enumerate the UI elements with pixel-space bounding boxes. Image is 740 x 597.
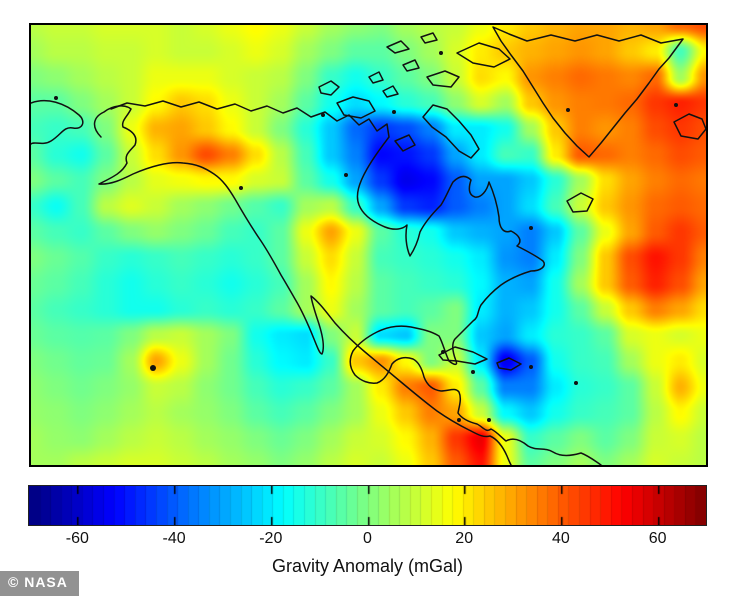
colorbar-tick-label: 0 bbox=[363, 530, 372, 547]
colorbar-tick-label: -60 bbox=[65, 530, 89, 547]
coastline-path bbox=[336, 96, 376, 119]
island-dot bbox=[674, 103, 678, 107]
nasa-credit-text: © NASA bbox=[8, 574, 68, 590]
coastline-path bbox=[368, 71, 384, 84]
colorbar-tick-label: 40 bbox=[552, 530, 570, 547]
coastline-path bbox=[382, 85, 399, 98]
coastline-overlay bbox=[31, 26, 706, 465]
island-dot bbox=[441, 350, 445, 354]
island-dot bbox=[239, 186, 243, 190]
nasa-watermark: © NASA bbox=[0, 571, 79, 596]
coastline-path bbox=[402, 59, 420, 72]
colorbar-axis-label: Gravity Anomaly (mGal) bbox=[271, 556, 464, 576]
island-dot bbox=[457, 418, 461, 422]
coastline-path bbox=[422, 104, 480, 159]
island-dot bbox=[574, 381, 578, 385]
coastline-path bbox=[386, 40, 410, 54]
coastline-path bbox=[426, 70, 460, 88]
island-dot bbox=[439, 51, 443, 55]
island-dot bbox=[487, 418, 491, 422]
coastline-path bbox=[93, 105, 512, 465]
coastline-path bbox=[110, 100, 602, 465]
island-dot bbox=[529, 226, 533, 230]
coastline-path bbox=[438, 346, 488, 365]
coastline-path bbox=[566, 192, 594, 213]
island-dot bbox=[344, 173, 348, 177]
island-dot bbox=[471, 370, 475, 374]
coastline-path bbox=[496, 357, 522, 371]
coastline-path bbox=[394, 134, 416, 152]
coastline-path bbox=[673, 113, 706, 140]
colorbar-tick-label: 60 bbox=[648, 530, 667, 547]
colorbar-tick-labels: -60 -40 -20 0 20 40 60 bbox=[29, 530, 706, 550]
gravity-anomaly-heatmap bbox=[31, 25, 706, 465]
coastline-path bbox=[318, 80, 340, 96]
colorbar-tick-label: -20 bbox=[259, 530, 283, 547]
island-dot bbox=[54, 96, 58, 100]
island-dot bbox=[529, 365, 533, 369]
island-dot bbox=[321, 113, 325, 117]
coastline-path bbox=[31, 99, 84, 145]
coastline-path bbox=[420, 32, 438, 44]
island-dot bbox=[392, 110, 396, 114]
island-dot bbox=[566, 108, 570, 112]
coastline-path bbox=[492, 26, 684, 158]
coastline-path bbox=[456, 42, 511, 68]
colorbar-tick-label: -40 bbox=[162, 530, 186, 547]
colorbar-tick-label: 20 bbox=[455, 530, 474, 547]
island-dot bbox=[150, 365, 156, 371]
map-frame bbox=[29, 23, 708, 467]
colorbar bbox=[28, 485, 707, 526]
